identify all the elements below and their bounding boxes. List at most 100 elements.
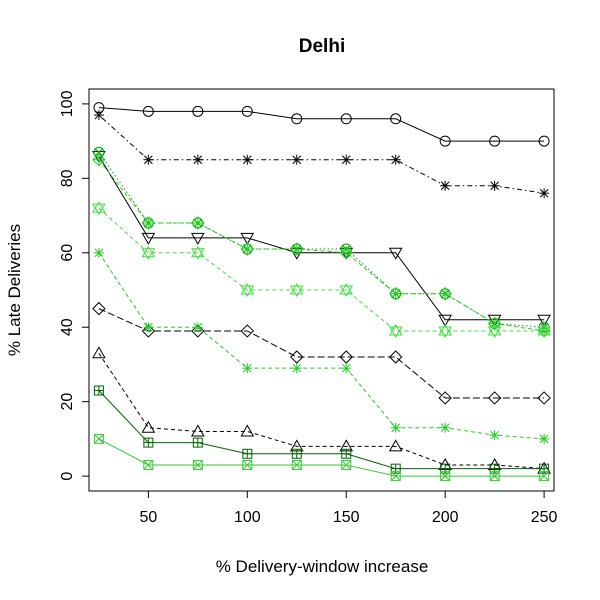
data-point — [192, 437, 203, 448]
data-point — [388, 287, 403, 301]
data-point — [438, 323, 453, 338]
data-point — [537, 323, 551, 338]
data-point — [487, 316, 502, 331]
data-point — [339, 350, 353, 364]
series-circle — [93, 102, 550, 147]
series-triangle-down — [92, 151, 551, 327]
data-point — [390, 113, 402, 125]
data-point — [191, 216, 205, 230]
data-point — [141, 324, 156, 338]
y-axis: 0 20 40 60 80 100 — [59, 90, 89, 481]
data-point — [92, 301, 106, 316]
data-point — [439, 135, 451, 147]
series-line — [98, 207, 545, 332]
data-point — [93, 433, 104, 444]
data-point — [539, 433, 550, 444]
data-point — [241, 105, 253, 117]
data-point — [489, 135, 501, 147]
data-point — [191, 324, 205, 338]
data-point — [390, 463, 401, 474]
data-point — [143, 459, 154, 470]
data-point — [242, 459, 253, 470]
data-point — [487, 391, 502, 405]
data-point — [242, 448, 253, 459]
data-point — [341, 154, 352, 165]
data-point — [192, 105, 204, 117]
data-point — [192, 154, 203, 165]
data-point — [291, 154, 302, 165]
x-tick-label: 50 — [139, 509, 157, 526]
data-point — [93, 247, 104, 258]
data-point — [92, 346, 106, 359]
data-point — [487, 323, 502, 338]
data-point — [341, 363, 352, 374]
data-point — [92, 201, 106, 216]
data-point — [291, 113, 303, 125]
data-point — [390, 154, 401, 165]
data-point — [390, 422, 401, 433]
data-point — [289, 283, 304, 297]
data-point — [190, 245, 205, 260]
data-point — [341, 448, 352, 459]
series-line — [98, 114, 545, 194]
data-point — [190, 424, 205, 437]
series-line — [98, 107, 545, 142]
data-point — [93, 385, 104, 396]
series-line — [98, 353, 545, 470]
data-point — [539, 188, 550, 199]
y-tick-label: 0 — [59, 472, 76, 481]
data-point — [141, 420, 156, 433]
series-diamond — [92, 301, 551, 405]
data-point — [192, 459, 203, 470]
data-point — [388, 247, 403, 260]
series-asterisk-black — [93, 110, 550, 199]
y-axis-label: % Late Deliveries — [5, 224, 24, 356]
data-point — [141, 245, 156, 260]
data-point — [438, 314, 453, 327]
data-point — [92, 153, 106, 167]
data-point — [290, 242, 304, 256]
series-line — [98, 159, 545, 332]
y-tick-label: 100 — [59, 90, 76, 117]
data-point — [240, 283, 255, 297]
x-axis: 50 100 150 200 250 — [139, 491, 558, 526]
data-point — [141, 216, 156, 230]
data-point — [537, 314, 551, 327]
series-line — [98, 308, 545, 399]
data-point — [143, 322, 154, 333]
data-point — [538, 135, 550, 147]
data-point — [489, 180, 500, 191]
series-square-x-green — [93, 433, 550, 482]
data-point — [440, 422, 451, 433]
x-axis-label: % Delivery-window increase — [216, 557, 429, 576]
data-point — [489, 430, 500, 441]
series-square-plus-darkgreen — [93, 385, 550, 474]
data-point — [143, 154, 154, 165]
data-point — [192, 322, 203, 333]
series-diamond-plus-green — [92, 153, 551, 338]
data-point — [388, 439, 403, 452]
data-point — [240, 424, 255, 437]
data-point — [93, 110, 104, 121]
x-tick-label: 100 — [234, 509, 261, 526]
data-point — [240, 232, 255, 245]
series-line — [98, 438, 545, 477]
data-point — [340, 113, 352, 125]
data-point — [440, 471, 451, 482]
y-tick-label: 60 — [59, 244, 76, 262]
data-point — [291, 448, 302, 459]
data-point — [240, 324, 255, 338]
series-asterisk-green — [93, 247, 550, 444]
data-point — [388, 323, 403, 338]
data-point — [242, 363, 253, 374]
data-point — [142, 105, 154, 117]
y-tick-label: 20 — [59, 393, 76, 411]
data-point — [388, 350, 403, 364]
y-tick-label: 40 — [59, 318, 76, 336]
series-line — [98, 252, 545, 440]
data-point — [190, 232, 205, 245]
x-tick-label: 200 — [432, 509, 459, 526]
x-tick-label: 250 — [531, 509, 558, 526]
data-point — [143, 437, 154, 448]
